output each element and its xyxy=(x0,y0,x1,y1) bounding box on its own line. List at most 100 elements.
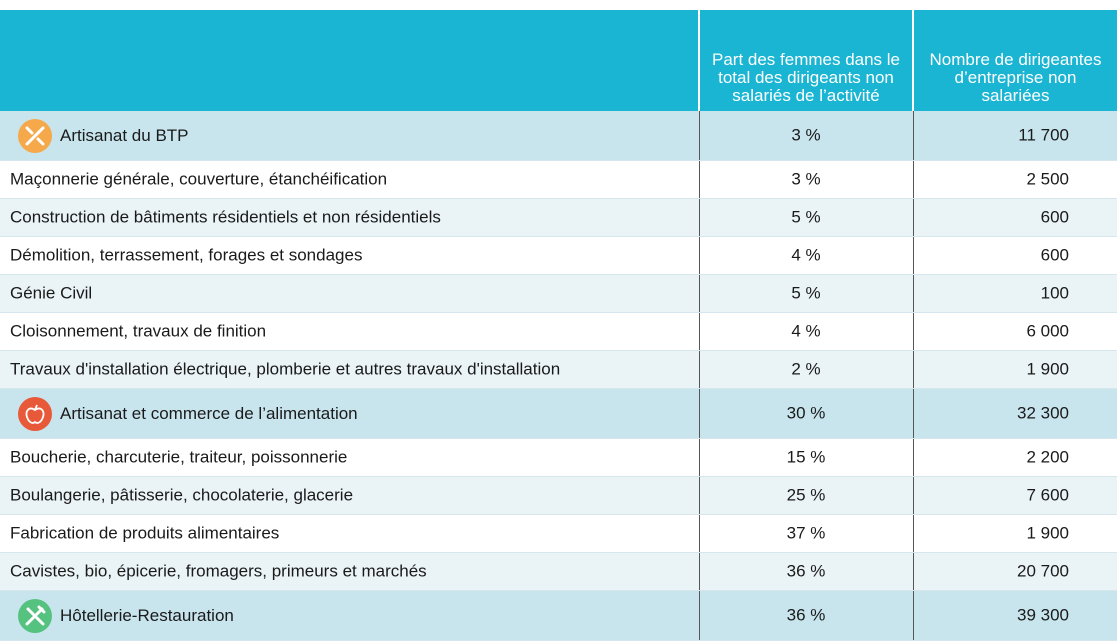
share: 25 % xyxy=(786,485,826,505)
share-cell: 36 % xyxy=(698,552,913,591)
count: 7 600 xyxy=(1026,485,1069,505)
item-row: Cloisonnement, travaux de finition 4 % 6 0… xyxy=(0,312,1117,351)
share-cell: 36 % xyxy=(698,590,913,641)
icon-apple xyxy=(18,396,52,431)
label-cell: Travaux d'installation électrique, plomb… xyxy=(0,350,699,389)
label: Génie Civil xyxy=(10,283,93,303)
category-row: Hôtellerie-Restauration 36 % 39 300 xyxy=(0,590,1117,641)
share-cell: 3 % xyxy=(698,160,913,199)
icon-cutlery xyxy=(18,598,52,633)
label-cell: Cloisonnement, travaux de finition xyxy=(0,312,699,351)
label-cell: Construction de bâtiments résidentiels e… xyxy=(0,198,699,237)
share-cell: 25 % xyxy=(698,476,913,515)
header-row: Part des femmes dans le total des dirige… xyxy=(0,10,1117,111)
count-cell: 20 700 xyxy=(912,552,1117,591)
item-row: Démolition, terrassement, forages et son… xyxy=(0,236,1117,275)
share: 36 % xyxy=(786,561,826,581)
label-cell: Démolition, terrassement, forages et son… xyxy=(0,236,699,275)
item-row: Construction de bâtiments résidentiels e… xyxy=(0,198,1117,237)
item-row: Génie Civil 5 % 100 xyxy=(0,274,1117,313)
label: Fabrication de produits alimentaires xyxy=(10,523,280,543)
header-blank xyxy=(0,10,699,111)
share: 3 % xyxy=(791,125,821,145)
share: 30 % xyxy=(786,403,826,423)
header-cell: Nombre de dirigeantes d’entreprise non s… xyxy=(912,10,1117,111)
label: Artisanat et commerce de l’alimentation xyxy=(60,403,358,423)
label: Cavistes, bio, épicerie, fromagers, prim… xyxy=(10,561,427,581)
share-cell: 4 % xyxy=(698,312,913,351)
label: Démolition, terrassement, forages et son… xyxy=(10,245,363,265)
label: Construction de bâtiments résidentiels e… xyxy=(10,207,441,227)
share-cell: 37 % xyxy=(698,514,913,553)
share: 4 % xyxy=(791,245,821,265)
item-row: Boulangerie, pâtisserie, chocolaterie, g… xyxy=(0,476,1117,515)
share-cell: 30 % xyxy=(698,388,913,439)
share-cell: 15 % xyxy=(698,438,913,477)
item-row: Travaux d'installation électrique, plomb… xyxy=(0,350,1117,389)
label-cell: Cavistes, bio, épicerie, fromagers, prim… xyxy=(0,552,699,591)
label: Cloisonnement, travaux de finition xyxy=(10,321,267,341)
share: 36 % xyxy=(786,605,826,625)
count: 6 000 xyxy=(1026,321,1069,341)
count-cell: 39 300 xyxy=(912,590,1117,641)
data-table: Part des femmes dans le total des dirige… xyxy=(0,10,1117,641)
label: Boulangerie, pâtisserie, chocolaterie, g… xyxy=(10,485,354,505)
count-cell: 1 900 xyxy=(912,350,1117,389)
count-cell: 2 200 xyxy=(912,438,1117,477)
label-cell: Artisanat du BTP xyxy=(0,111,699,161)
share: 5 % xyxy=(791,283,821,303)
label: Maçonnerie générale, couverture, étanché… xyxy=(10,169,388,189)
count: 2 500 xyxy=(1026,169,1069,189)
share: 2 % xyxy=(791,359,821,379)
label-cell: Boucherie, charcuterie, traiteur, poisso… xyxy=(0,438,699,477)
count: 100 xyxy=(1040,283,1069,303)
count-cell: 32 300 xyxy=(912,388,1117,439)
count: 11 700 xyxy=(1018,125,1069,145)
icon-tools xyxy=(18,118,52,153)
count: 39 300 xyxy=(1017,605,1069,625)
count: 600 xyxy=(1040,207,1069,227)
share-cell: 5 % xyxy=(698,198,913,237)
count: 20 700 xyxy=(1017,561,1069,581)
share-cell: 3 % xyxy=(698,111,913,161)
label: Artisanat du BTP xyxy=(60,125,189,145)
label-cell: Génie Civil xyxy=(0,274,699,313)
item-row: Cavistes, bio, épicerie, fromagers, prim… xyxy=(0,552,1117,591)
share: 4 % xyxy=(791,321,821,341)
share-cell: 4 % xyxy=(698,236,913,275)
share: 37 % xyxy=(786,523,826,543)
share-cell: 5 % xyxy=(698,274,913,313)
label-cell: Boulangerie, pâtisserie, chocolaterie, g… xyxy=(0,476,699,515)
label-cell: Fabrication de produits alimentaires xyxy=(0,514,699,553)
count-cell: 11 700 xyxy=(912,111,1117,161)
count-cell: 7 600 xyxy=(912,476,1117,515)
count-cell: 600 xyxy=(912,198,1117,237)
count-cell: 6 000 xyxy=(912,312,1117,351)
count: 2 200 xyxy=(1026,447,1069,467)
label: Hôtellerie-Restauration xyxy=(60,605,234,625)
label: Travaux d'installation électrique, plomb… xyxy=(10,359,561,379)
label-cell: Artisanat et commerce de l’alimentation xyxy=(0,388,699,439)
share: 15 % xyxy=(786,447,826,467)
item-row: Boucherie, charcuterie, traiteur, poisso… xyxy=(0,438,1117,477)
count: 1 900 xyxy=(1026,523,1069,543)
count-cell: 600 xyxy=(912,236,1117,275)
header-cell: Part des femmes dans le total des dirige… xyxy=(698,10,913,111)
count: 1 900 xyxy=(1026,359,1069,379)
category-row: Artisanat et commerce de l’alimentation 3… xyxy=(0,388,1117,439)
share: 5 % xyxy=(791,207,821,227)
item-row: Fabrication de produits alimentaires 37 %… xyxy=(0,514,1117,553)
count: 32 300 xyxy=(1017,403,1069,423)
count-cell: 2 500 xyxy=(912,160,1117,199)
item-row: Maçonnerie générale, couverture, étanché… xyxy=(0,160,1117,199)
share: 3 % xyxy=(791,169,821,189)
label-cell: Maçonnerie générale, couverture, étanché… xyxy=(0,160,699,199)
share-cell: 2 % xyxy=(698,350,913,389)
table-body: Artisanat du BTP 3 % 11 700 Maçonnerie géné… xyxy=(0,111,1117,641)
label: Boucherie, charcuterie, traiteur, poisso… xyxy=(10,447,348,467)
count: 600 xyxy=(1040,245,1069,265)
count-cell: 100 xyxy=(912,274,1117,313)
count-cell: 1 900 xyxy=(912,514,1117,553)
label-cell: Hôtellerie-Restauration xyxy=(0,590,699,641)
